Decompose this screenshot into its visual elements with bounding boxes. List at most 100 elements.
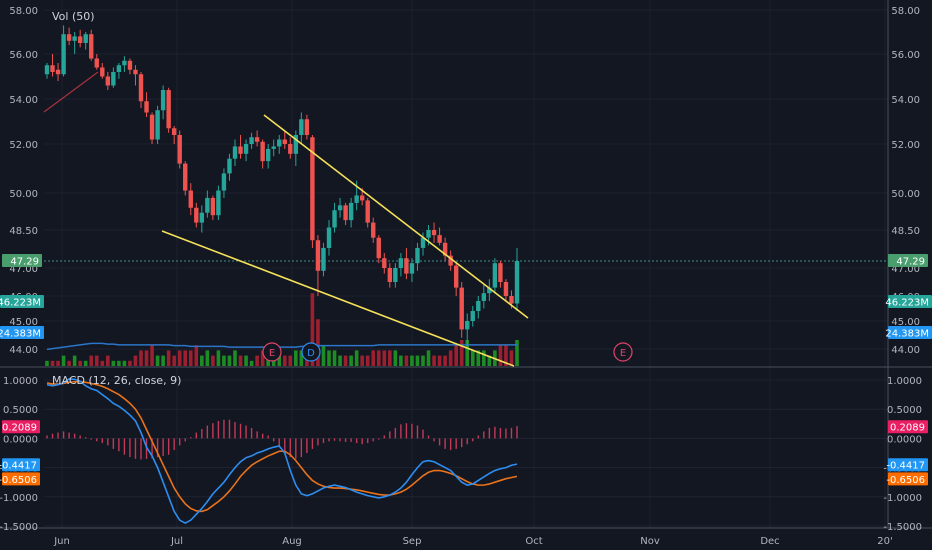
candle[interactable]: [393, 263, 398, 288]
candle[interactable]: [348, 197, 354, 228]
candle[interactable]: [387, 263, 393, 288]
candle[interactable]: [332, 202, 337, 233]
candle[interactable]: [514, 247, 520, 311]
candle[interactable]: [470, 306, 475, 327]
candlesticks[interactable]: [44, 25, 520, 347]
candle[interactable]: [89, 29, 94, 61]
candle[interactable]: [376, 235, 381, 264]
candle[interactable]: [277, 135, 282, 154]
candle[interactable]: [205, 190, 210, 218]
candle[interactable]: [337, 197, 343, 218]
candle[interactable]: [442, 237, 448, 261]
volume-bar: [448, 350, 453, 366]
candle[interactable]: [133, 65, 138, 86]
event-marker-dividend[interactable]: D: [301, 342, 321, 362]
candle[interactable]: [415, 242, 420, 271]
candle[interactable]: [343, 202, 348, 226]
candle[interactable]: [404, 247, 409, 280]
candle[interactable]: [315, 235, 321, 296]
candle[interactable]: [144, 92, 149, 117]
candle[interactable]: [177, 130, 182, 169]
candle[interactable]: [155, 105, 160, 144]
candle[interactable]: [293, 130, 299, 167]
candle[interactable]: [288, 137, 293, 159]
candle[interactable]: [238, 135, 243, 159]
candle[interactable]: [194, 202, 199, 228]
candle[interactable]: [476, 296, 481, 319]
candle[interactable]: [199, 205, 205, 233]
candle[interactable]: [448, 250, 453, 271]
candle[interactable]: [77, 29, 83, 48]
candle[interactable]: [160, 85, 166, 120]
candle[interactable]: [138, 72, 144, 108]
candle[interactable]: [149, 112, 155, 145]
candle[interactable]: [437, 227, 442, 246]
candle[interactable]: [365, 197, 370, 228]
candle[interactable]: [492, 258, 498, 294]
candle[interactable]: [271, 139, 276, 157]
candle[interactable]: [100, 63, 105, 79]
candle[interactable]: [210, 195, 216, 221]
candle[interactable]: [321, 242, 326, 277]
volume-bar: [166, 350, 171, 366]
candle[interactable]: [72, 32, 77, 54]
candle[interactable]: [503, 279, 509, 301]
left-last-price-tag-text: 47.29: [10, 257, 39, 268]
candle[interactable]: [254, 130, 260, 147]
event-marker-earnings[interactable]: E: [262, 342, 282, 362]
candle[interactable]: [265, 144, 271, 169]
candle[interactable]: [127, 58, 133, 75]
candle[interactable]: [487, 279, 492, 301]
volume-bar: [509, 350, 514, 366]
candle[interactable]: [111, 67, 116, 88]
candle[interactable]: [183, 161, 188, 196]
candle[interactable]: [122, 56, 127, 72]
candle[interactable]: [105, 72, 111, 90]
candle[interactable]: [498, 260, 503, 288]
macd-indicator-label[interactable]: MACD (12, 26, close, 9): [52, 374, 181, 387]
lower-trendline[interactable]: [161, 230, 515, 367]
candle[interactable]: [44, 63, 50, 79]
macd-line[interactable]: [46, 378, 518, 524]
candle[interactable]: [260, 139, 265, 169]
candle[interactable]: [310, 135, 315, 248]
candle[interactable]: [83, 32, 88, 50]
macd-signal-line[interactable]: [46, 380, 518, 513]
event-marker-earnings[interactable]: E: [613, 342, 633, 362]
candle[interactable]: [227, 153, 232, 181]
candle[interactable]: [326, 220, 332, 256]
candle[interactable]: [282, 130, 287, 149]
candle[interactable]: [431, 222, 437, 243]
candle[interactable]: [221, 168, 227, 198]
candle[interactable]: [459, 282, 464, 338]
upper-trendline[interactable]: [263, 114, 529, 319]
candle[interactable]: [116, 63, 122, 79]
candle[interactable]: [304, 114, 310, 140]
red-indicator-segment[interactable]: [43, 71, 99, 113]
macd-indicator[interactable]: [46, 378, 518, 524]
drawings[interactable]: [43, 71, 529, 367]
candle[interactable]: [166, 87, 171, 133]
candle[interactable]: [171, 126, 177, 144]
candle[interactable]: [94, 54, 99, 70]
candle[interactable]: [66, 27, 72, 46]
candle[interactable]: [249, 132, 254, 149]
candle[interactable]: [409, 258, 415, 282]
candle[interactable]: [216, 185, 221, 221]
candle[interactable]: [188, 183, 193, 216]
candle[interactable]: [382, 253, 387, 274]
candle[interactable]: [50, 54, 55, 77]
candle[interactable]: [371, 217, 376, 243]
candle[interactable]: [243, 139, 249, 162]
candle[interactable]: [465, 313, 470, 347]
candle[interactable]: [61, 25, 66, 77]
candle[interactable]: [232, 139, 238, 167]
candle[interactable]: [299, 112, 304, 145]
volume-indicator-label[interactable]: Vol (50): [52, 10, 95, 23]
candle[interactable]: [453, 263, 459, 296]
candle[interactable]: [481, 284, 487, 309]
candle[interactable]: [398, 253, 404, 277]
candle[interactable]: [55, 63, 61, 81]
